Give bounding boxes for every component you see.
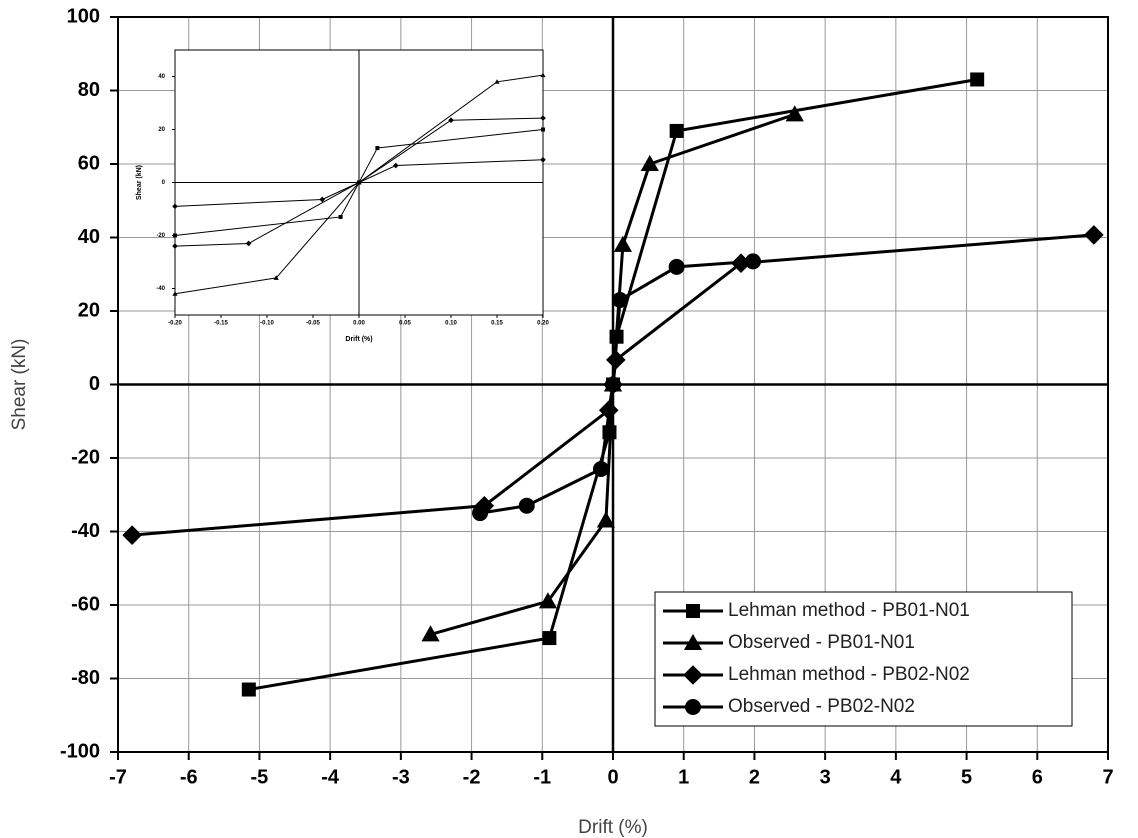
marker — [273, 275, 279, 280]
marker — [745, 253, 762, 270]
x-tick-label: 3 — [820, 766, 831, 788]
y-tick-label: -40 — [71, 520, 100, 542]
y-tick-label: 0 — [162, 180, 166, 186]
marker — [683, 633, 703, 650]
x-tick-label: 0.10 — [445, 321, 457, 327]
y-tick-label: -100 — [60, 740, 100, 762]
y-axis-title: Shear (kN) — [136, 165, 143, 200]
y-tick-label: -20 — [156, 233, 165, 239]
marker — [540, 72, 546, 78]
x-tick-label: -2 — [463, 766, 481, 788]
x-tick-label: 0 — [607, 766, 618, 788]
marker — [640, 154, 659, 171]
y-tick-label: 40 — [158, 74, 165, 80]
marker — [669, 123, 684, 138]
x-tick-label: 7 — [1102, 766, 1113, 788]
y-tick-label: 0 — [89, 373, 100, 395]
inset-chart: -0.20 -0.15 -0.10 -0.05 0.00 0.05 0.10 0.15 0.20… — [136, 49, 549, 343]
marker — [541, 127, 545, 132]
marker — [683, 665, 703, 685]
marker — [668, 258, 685, 275]
marker — [686, 604, 700, 618]
main-chart: -7 -6 -5 -4 -3 -2 -1 0 1 2 3 4 5 6 7 -100 -80 -60 -40 -20 0 2… — [9, 5, 1114, 838]
marker — [540, 115, 546, 121]
x-tick-label: 1 — [678, 766, 689, 788]
plot-frame — [117, 16, 1109, 753]
x-tick-label: -3 — [392, 766, 410, 788]
marker — [472, 505, 489, 522]
marker — [538, 592, 558, 609]
marker — [592, 461, 609, 478]
marker — [393, 162, 399, 169]
marker — [448, 117, 454, 124]
marker — [241, 682, 256, 697]
y-tick-label: -20 — [71, 446, 100, 468]
y-tick-label: 100 — [67, 5, 100, 27]
x-tick-label: -0.15 — [214, 321, 228, 327]
y-tick-label: 40 — [78, 226, 100, 248]
marker — [605, 376, 621, 393]
y-tick-label: 80 — [78, 79, 100, 101]
y-tick-label: -60 — [71, 593, 100, 615]
marker — [122, 525, 142, 545]
marker — [375, 146, 380, 151]
marker — [474, 495, 495, 516]
x-tick-label: -0.10 — [260, 321, 274, 327]
marker — [613, 235, 632, 252]
x-tick-label: -1 — [533, 766, 551, 788]
y-tick-label: -40 — [156, 286, 165, 292]
x-tick-label: 2 — [749, 766, 760, 788]
x-tick-label: 0.20 — [537, 321, 549, 327]
x-tick-label: 5 — [961, 766, 972, 788]
marker — [518, 497, 535, 514]
legend-box — [654, 591, 1073, 727]
marker — [245, 240, 252, 247]
y-tick-label: 60 — [78, 152, 100, 174]
marker — [685, 699, 701, 715]
legend-label: Lehman method - PB01-N01 — [728, 600, 970, 621]
marker — [612, 291, 629, 308]
marker — [172, 243, 178, 249]
marker — [542, 631, 557, 646]
x-tick-label: 0.15 — [491, 321, 503, 327]
x-axis-title: Drift (%) — [578, 817, 648, 838]
legend-label: Observed - PB01-N01 — [728, 632, 915, 653]
marker — [172, 203, 178, 210]
marker — [540, 156, 546, 163]
y-tick-label: 20 — [78, 299, 100, 321]
marker — [785, 105, 804, 122]
x-tick-label: 6 — [1032, 766, 1043, 788]
legend-label: Lehman method - PB02-N02 — [728, 664, 970, 685]
marker — [1084, 225, 1104, 245]
x-tick-label: -0.20 — [168, 321, 182, 327]
x-tick-label: -5 — [251, 766, 269, 788]
x-axis-title: Drift (%) — [345, 336, 372, 343]
marker — [494, 79, 500, 84]
x-tick-label: -7 — [109, 766, 127, 788]
marker — [338, 214, 343, 219]
x-tick-label: 0.05 — [399, 321, 411, 327]
legend-label: Observed - PB02-N02 — [728, 696, 915, 717]
y-tick-label: 20 — [158, 127, 165, 133]
marker — [596, 511, 616, 528]
x-tick-label: 0.00 — [353, 321, 365, 327]
marker — [173, 233, 177, 238]
marker — [319, 196, 325, 203]
x-tick-label: -4 — [321, 766, 340, 788]
x-tick-label: -6 — [180, 766, 198, 788]
x-tick-label: 4 — [890, 766, 902, 788]
y-axis-title: Shear (kN) — [9, 339, 30, 431]
marker — [421, 625, 440, 642]
x-tick-label: -0.05 — [306, 321, 320, 327]
y-tick-label: -80 — [71, 667, 100, 689]
marker — [970, 72, 985, 87]
marker — [172, 291, 178, 296]
marker — [357, 180, 361, 185]
